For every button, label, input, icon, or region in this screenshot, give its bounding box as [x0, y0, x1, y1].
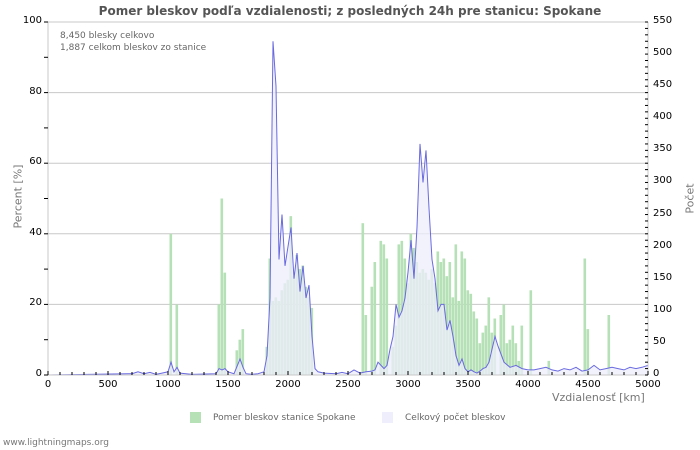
bar	[373, 262, 377, 375]
bar	[586, 329, 590, 375]
y-right-tick-label: 250	[653, 207, 673, 219]
bar	[511, 325, 515, 375]
x-tick-label: 3500	[455, 379, 481, 390]
bar	[238, 339, 242, 375]
bar	[469, 293, 473, 375]
y-left-tick-label: 20	[29, 297, 42, 309]
bar	[370, 286, 374, 375]
x-tick-label: 500	[98, 379, 118, 390]
y-right-tick-label: 500	[653, 47, 673, 59]
x-tick-label: 2000	[275, 379, 301, 390]
bar	[235, 350, 239, 375]
y-axis-right-label: Počet	[683, 183, 697, 214]
y-right-tick-label: 0	[653, 368, 660, 379]
x-tick-label: 5000	[635, 379, 661, 390]
bar	[448, 262, 452, 375]
bar	[175, 304, 179, 375]
y-left-tick-label: 80	[29, 85, 42, 97]
x-tick-label: 0	[44, 379, 52, 390]
area-fill	[48, 41, 648, 376]
bar	[466, 290, 470, 375]
y-right-tick-label: 350	[653, 143, 673, 155]
y-right-tick-label: 150	[653, 271, 673, 283]
bar	[217, 304, 221, 375]
y-left-tick-label: 0	[35, 368, 42, 379]
y-right-tick-label: 450	[653, 79, 673, 91]
bar	[385, 258, 389, 375]
y-right-tick-label: 300	[653, 175, 673, 187]
bar	[607, 314, 611, 375]
footer-source: www.lightningmaps.org	[3, 438, 109, 448]
bar	[487, 297, 491, 375]
y-right-tick-label: 550	[653, 15, 673, 26]
y-left-tick-label: 60	[29, 156, 42, 168]
bar	[472, 311, 476, 375]
bar	[454, 244, 458, 375]
bar	[220, 198, 224, 375]
area-line	[47, 41, 649, 376]
bar	[241, 329, 245, 375]
total-strikes-text: 8,450 blesky celkovo	[60, 31, 155, 41]
bar	[397, 244, 401, 375]
bar	[400, 240, 404, 375]
bar	[463, 258, 467, 375]
bar	[364, 314, 368, 375]
legend-label-total: Celkový počet bleskov	[405, 413, 506, 423]
bar	[481, 332, 485, 375]
y-left-tick-label: 40	[29, 226, 42, 238]
x-tick-label: 1000	[155, 379, 181, 390]
gridlines	[48, 21, 648, 305]
x-tick-label: 1500	[215, 379, 241, 390]
bar	[514, 343, 518, 375]
bar	[382, 244, 386, 375]
bar	[478, 343, 482, 375]
x-tick-label: 4000	[515, 379, 541, 390]
y-right-tick-label: 100	[653, 303, 673, 315]
bar	[361, 223, 365, 375]
y-axis-left-label: Percent [%]	[11, 164, 25, 229]
y-right-tick-label: 400	[653, 111, 673, 123]
bar	[484, 325, 488, 375]
bar	[529, 290, 533, 375]
bar	[520, 325, 524, 375]
bar	[379, 240, 383, 375]
bar	[502, 304, 506, 375]
bar	[508, 339, 512, 375]
bar	[547, 360, 551, 375]
bar	[583, 258, 587, 375]
bar	[223, 272, 227, 375]
y-right-tick-label: 50	[653, 335, 666, 347]
legend-swatch-total	[382, 412, 393, 423]
bar	[460, 251, 464, 375]
legend-swatch-station	[190, 412, 201, 423]
x-axis-label: Vzdialenosť [km]	[552, 391, 645, 404]
x-tick-label: 3000	[395, 379, 421, 390]
chart-title: Pomer bleskov podľa vzdialenosti; z posl…	[98, 4, 602, 18]
bar	[169, 233, 173, 375]
bar	[499, 314, 503, 375]
y-left-tick-label: 100	[22, 15, 42, 26]
bar	[475, 318, 479, 375]
legend-label-station: Pomer bleskov stanice Spokane	[213, 413, 356, 423]
x-tick-label: 2500	[335, 379, 361, 390]
area-series	[47, 41, 649, 376]
bar	[505, 343, 509, 375]
x-tick-label: 4500	[575, 379, 601, 390]
axes	[44, 21, 649, 376]
station-strikes-text: 1,887 celkom bleskov zo stanice	[60, 43, 207, 53]
y-right-tick-label: 200	[653, 239, 673, 251]
bar	[457, 300, 461, 375]
